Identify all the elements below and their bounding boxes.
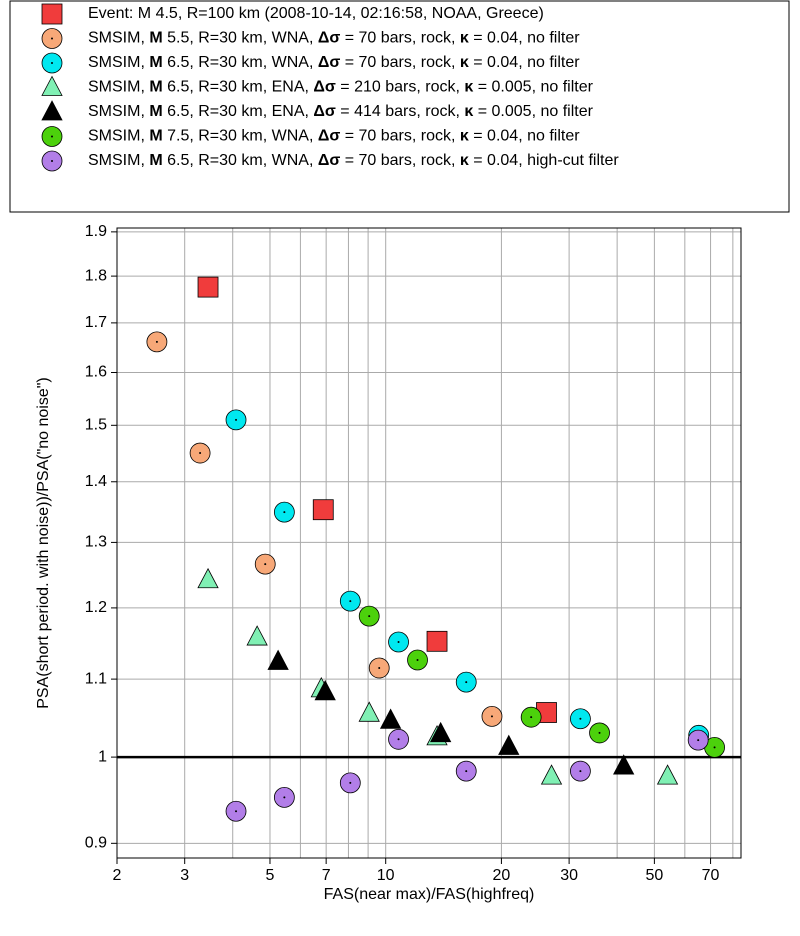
triangle-marker	[613, 754, 635, 775]
marker-dot	[349, 781, 352, 784]
triangle-marker	[358, 701, 380, 722]
triangle-marker	[197, 567, 219, 589]
marker-dot	[283, 796, 286, 799]
triangle-marker	[498, 734, 520, 755]
triangle-marker	[41, 100, 63, 121]
marker-dot	[579, 717, 582, 720]
marker-dot	[465, 770, 468, 773]
triangle-marker	[314, 679, 336, 701]
marker-dot	[51, 160, 53, 162]
legend-label: SMSIM, M 6.5, R=30 km, WNA, Δσ = 70 bars…	[88, 152, 619, 169]
y-axis-label: PSA(short period. with noise))/PSA("no n…	[35, 377, 52, 709]
marker-dot	[51, 135, 53, 138]
triangle-marker	[379, 708, 402, 729]
marker-dot	[349, 600, 352, 603]
marker-dot	[579, 770, 582, 773]
marker-dot	[235, 418, 238, 421]
y-tick-label: 1.3	[85, 534, 107, 551]
marker-dot	[697, 739, 700, 742]
triangle-marker	[41, 75, 63, 96]
legend-box	[9, 0, 790, 213]
marker-dot	[490, 715, 493, 718]
marker-dot	[465, 681, 468, 684]
x-tick-label: 2	[113, 867, 122, 884]
x-tick-label: 20	[493, 867, 511, 884]
marker-dot	[368, 615, 371, 618]
legend-label: SMSIM, M 6.5, R=30 km, ENA, Δσ = 414 bar…	[88, 103, 594, 120]
y-tick-label: 1.9	[85, 223, 107, 240]
legend-label: SMSIM, M 7.5, R=30 km, WNA, Δσ = 70 bars…	[88, 128, 580, 145]
marker-dot	[378, 667, 381, 670]
marker-dot	[51, 37, 53, 40]
legend-label: SMSIM, M 6.5, R=30 km, ENA, Δσ = 210 bar…	[88, 79, 594, 96]
x-tick-label: 7	[322, 867, 331, 884]
marker-dot	[530, 716, 533, 719]
y-tick-label: 1.1	[85, 670, 107, 687]
y-tick-label: 1.8	[85, 267, 107, 284]
legend-label: SMSIM, M 5.5, R=30 km, WNA, Δσ = 70 bars…	[88, 30, 580, 47]
triangle-marker	[430, 721, 452, 743]
square-marker	[197, 276, 219, 298]
y-tick-label: 1	[98, 748, 107, 765]
y-tick-label: 1.7	[85, 314, 107, 331]
triangle-marker	[267, 649, 289, 670]
marker-dot	[397, 641, 400, 644]
x-tick-label: 70	[702, 867, 720, 884]
marker-dot	[264, 563, 267, 566]
square-marker	[41, 3, 63, 25]
y-tick-label: 1.6	[85, 364, 107, 381]
x-tick-label: 30	[560, 867, 578, 884]
square-marker	[312, 499, 334, 521]
triangle-marker	[656, 764, 679, 785]
x-tick-label: 3	[180, 867, 189, 884]
marker-dot	[416, 658, 419, 661]
y-tick-label: 1.4	[85, 473, 107, 490]
triangle-marker	[540, 764, 563, 785]
x-tick-label: 10	[377, 867, 395, 884]
legend-label: Event: M 4.5, R=100 km (2008-10-14, 02:1…	[88, 5, 544, 22]
marker-dot	[397, 738, 400, 741]
marker-dot	[155, 340, 158, 343]
y-tick-label: 1.2	[85, 599, 107, 616]
legend-label: SMSIM, M 6.5, R=30 km, WNA, Δσ = 70 bars…	[88, 54, 580, 71]
marker-dot	[713, 746, 716, 749]
marker-dot	[598, 731, 601, 734]
x-axis-label: FAS(near max)/FAS(highfreq)	[324, 886, 535, 903]
triangle-marker	[246, 625, 268, 646]
marker-dot	[283, 511, 286, 514]
x-tick-label: 50	[645, 867, 663, 884]
plot-frame	[116, 227, 742, 859]
square-marker	[426, 630, 448, 652]
marker-dot	[199, 452, 202, 455]
marker-dot	[51, 62, 53, 64]
marker-dot	[235, 810, 238, 813]
y-tick-label: 1.5	[85, 417, 107, 434]
x-tick-label: 5	[266, 867, 275, 884]
y-tick-label: 0.9	[85, 835, 107, 852]
